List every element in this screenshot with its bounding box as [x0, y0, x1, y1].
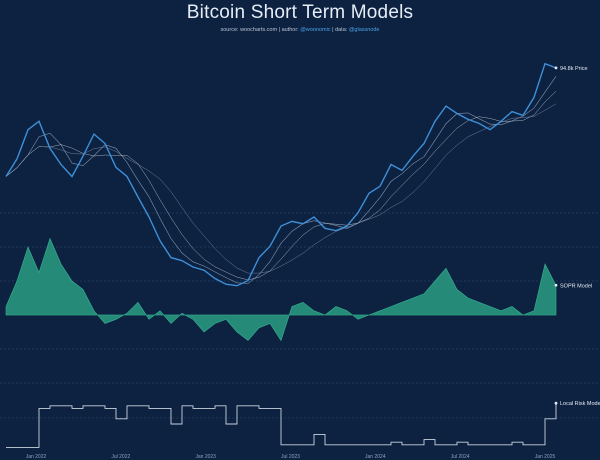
subtitle-data-prefix: | data: — [330, 27, 349, 33]
chart-title: Bitcoin Short Term Models — [186, 2, 414, 23]
x-axis-tick-label: Jan 2025 — [535, 454, 556, 460]
subtitle-author-link[interactable]: @woonomic — [300, 27, 331, 33]
price-end-marker — [554, 66, 558, 70]
price-moving-average-line — [5, 76, 557, 284]
x-axis-tick-label: Jan 2024 — [365, 454, 386, 460]
sopr-end-marker — [554, 283, 558, 287]
x-axis-tick-label: Jul 2022 — [111, 454, 130, 460]
sopr-area — [5, 237, 557, 342]
x-axis-tick-label: Jan 2023 — [195, 454, 216, 460]
local-risk-series-label: Local Risk Model — [560, 401, 600, 407]
local-risk-end-marker — [554, 401, 558, 405]
x-axis-tick-label: Jan 2022 — [26, 454, 47, 460]
sopr-series-label: SOPR Model — [560, 283, 592, 289]
subtitle-author-prefix: | author: — [277, 27, 301, 33]
price-series-label: 94.8k Price — [560, 66, 588, 72]
subtitle-source-prefix: source: — [220, 27, 241, 33]
x-axis-tick-label: Jul 2023 — [281, 454, 300, 460]
price-series-line — [5, 62, 557, 287]
subtitle-source: woocharts.com — [240, 27, 278, 33]
chart-subtitle: source: woocharts.com | author: @woonomi… — [0, 27, 600, 33]
local-risk-line — [6, 403, 557, 448]
subtitle-data-link[interactable]: @glassnode — [348, 27, 380, 33]
price-moving-average-line — [5, 103, 557, 274]
x-axis-tick-label: Jul 2024 — [451, 454, 470, 460]
price-moving-average-line — [5, 91, 557, 281]
